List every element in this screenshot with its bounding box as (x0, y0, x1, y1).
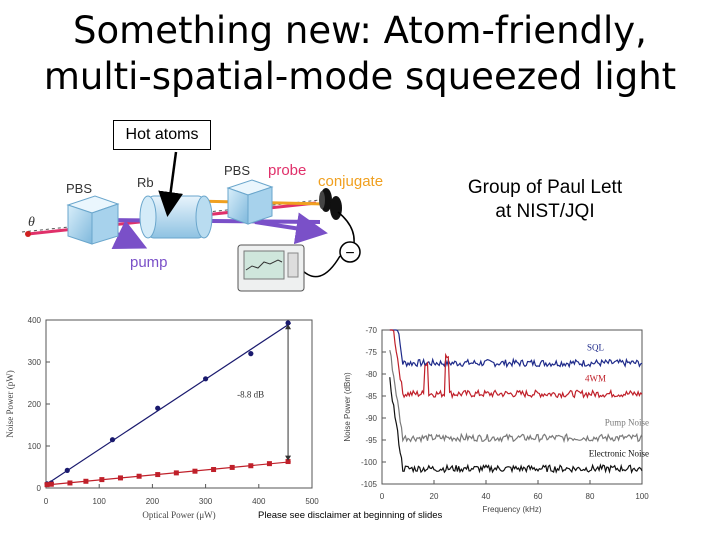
chart2-x-tick-label: 40 (482, 492, 491, 501)
hot-atoms-arrow (158, 151, 184, 217)
chart1-point-circle (248, 351, 254, 357)
chart1-point-circle (285, 320, 291, 326)
chart2-y-tick-label: -95 (365, 436, 377, 445)
chart2-y-tick-label: -90 (365, 414, 377, 423)
chart1-point-square (117, 475, 123, 481)
label-pbs-right: PBS (224, 163, 250, 178)
chart1-point-square (155, 472, 161, 478)
chart2-x-tick-label: 60 (534, 492, 543, 501)
chart2-series-label: SQL (587, 343, 604, 353)
chart1-point-square (266, 461, 272, 467)
chart1-point-square (136, 473, 142, 479)
group-line-2: at NIST/JQI (495, 201, 595, 222)
chart2-y-axis-label: Noise Power (dBm) (343, 372, 352, 442)
group-credit: Group of Paul Lett at NIST/JQI (440, 176, 650, 224)
chart1-y-tick-label: 100 (28, 442, 42, 451)
chart1-point-square (173, 470, 179, 476)
chart2-series-label: 4WM (585, 373, 606, 383)
chart1-point-square (192, 468, 198, 474)
label-rb: Rb (137, 175, 154, 190)
chart2-y-tick-label: -105 (361, 480, 378, 489)
chart1-x-tick-label: 400 (252, 497, 266, 506)
chart1-point-square (211, 467, 217, 473)
chart1-point-circle (155, 405, 161, 411)
label-pbs-left: PBS (66, 181, 92, 196)
chart2-x-tick-label: 100 (635, 492, 649, 501)
chart2-series-label: Pump Noise (605, 417, 649, 427)
label-pump: pump (130, 254, 168, 271)
chart1-point-circle (203, 376, 209, 382)
chart1-point-square (83, 478, 89, 484)
chart2-x-tick-label: 20 (430, 492, 439, 501)
spectrum-analyzer-icon (237, 244, 305, 292)
chart1-point-circle (109, 437, 116, 443)
label-theta: θ (28, 215, 35, 230)
chart1-annotation-arrowhead-bottom (285, 455, 292, 461)
subtractor-sign: − (345, 245, 354, 262)
group-line-1: Group of Paul Lett (467, 177, 623, 198)
chart2-frame (381, 329, 643, 485)
chart2-y-tick-label: -100 (361, 458, 378, 467)
chart2-series-label: Electronic Noise (589, 448, 649, 458)
chart1-point-square (248, 463, 254, 469)
chart2-y-tick-label: -85 (365, 392, 377, 401)
title-line-2: multi-spatial-mode squeezed light (43, 55, 677, 98)
chart1-point-square (44, 482, 50, 488)
slide-title: Something new: Atom-friendly, multi-spat… (0, 8, 720, 100)
chart1-y-tick-label: 200 (28, 400, 42, 409)
chart1-fit-line (45, 322, 292, 486)
label-probe: probe (268, 162, 306, 179)
chart2-x-tick-label: 0 (380, 492, 385, 501)
chart1-x-tick-label: 0 (44, 497, 49, 506)
chart1-x-tick-label: 500 (305, 497, 319, 506)
chart1-point-square (285, 459, 291, 465)
chart2-x-axis-label: Frequency (kHz) (482, 505, 541, 514)
probe-detector (319, 188, 332, 212)
chart1-x-tick-label: 300 (199, 497, 213, 506)
right-pbs-cube (226, 179, 274, 225)
chart1-y-axis-label: Noise Power (pW) (5, 370, 15, 437)
label-conjugate: conjugate (318, 173, 383, 190)
title-line-1: Something new: Atom-friendly, (73, 9, 647, 52)
chart2-y-tick-label: -70 (365, 326, 377, 335)
chart1-y-tick-label: 300 (28, 358, 42, 367)
chart1-point-square (48, 481, 54, 487)
probe-source-dot (25, 231, 31, 237)
chart1-x-tick-label: 100 (93, 497, 107, 506)
left-pbs-cube (66, 195, 120, 245)
conjugate-detector (330, 196, 342, 220)
chart1-x-tick-label: 200 (146, 497, 160, 506)
chart1-y-tick-label: 400 (28, 316, 42, 325)
chart2-series-trace (389, 329, 643, 369)
hot-atoms-callout: Hot atoms (113, 120, 211, 150)
chart2-series-trace (389, 329, 643, 400)
chart1-annotation-arrowhead-top (285, 324, 292, 330)
chart2-y-tick-label: -75 (365, 348, 377, 357)
chart1-point-square (67, 480, 73, 486)
chart1-y-tick-label: 0 (37, 484, 42, 493)
chart2-series-trace (389, 377, 643, 475)
subtractor-circle (339, 241, 361, 263)
chart1-point-square (99, 477, 105, 483)
chart1-point-circle (64, 467, 70, 473)
chart2-series-trace (389, 349, 643, 444)
disclaimer-note: Please see disclaimer at beginning of sl… (258, 510, 443, 521)
chart1-annotation-label: -8.8 dB (237, 390, 264, 400)
chart2-x-tick-label: 80 (586, 492, 595, 501)
chart1-x-axis-label: Optical Power (μW) (142, 510, 215, 520)
pump-beam-exit (254, 212, 328, 245)
chart1-point-square (229, 464, 235, 470)
chart2-y-tick-label: -80 (365, 370, 377, 379)
